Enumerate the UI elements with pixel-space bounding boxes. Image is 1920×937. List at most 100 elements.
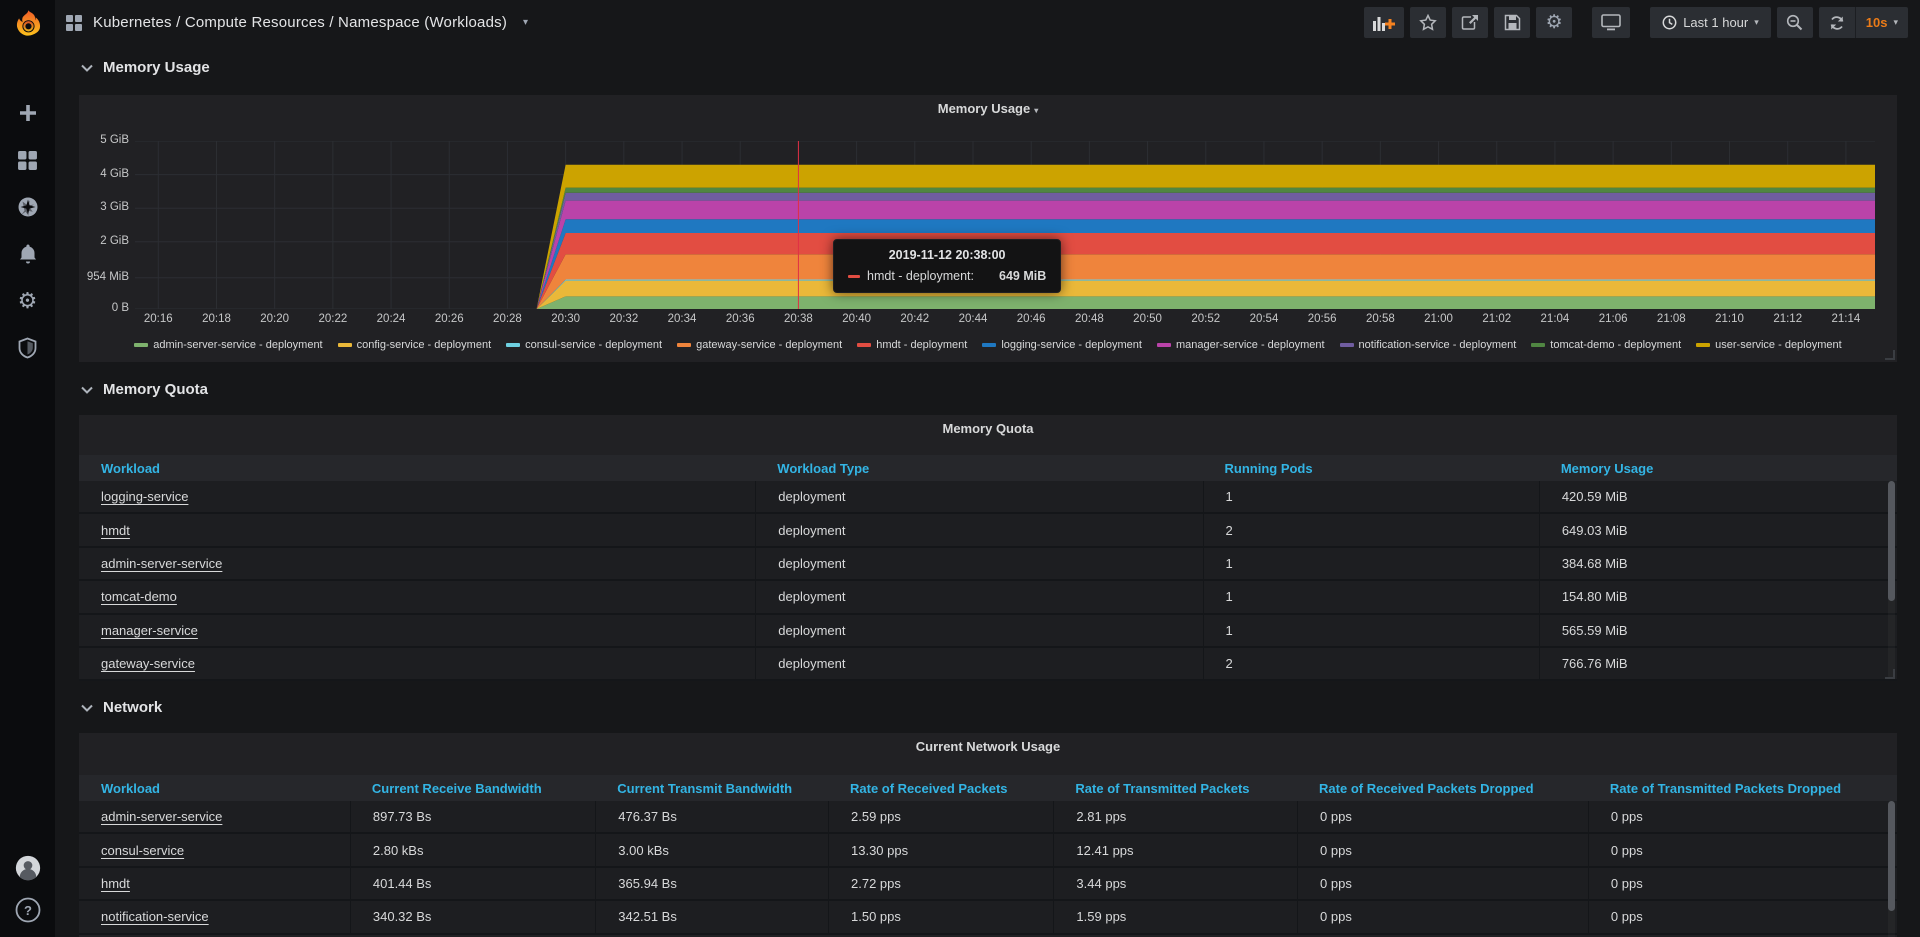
legend-item[interactable]: logging-service - deployment — [982, 339, 1142, 351]
x-tick-label: 21:06 — [1598, 313, 1628, 325]
legend-color-dash — [982, 343, 997, 347]
dashboard-picker-button[interactable] — [65, 14, 83, 32]
area-series — [135, 254, 1875, 309]
grafana-logo[interactable] — [0, 0, 55, 45]
table-scrollbar[interactable] — [1888, 801, 1895, 937]
column-header[interactable]: Current Receive Bandwidth — [371, 780, 542, 796]
table-row: manager-service deployment 1 565.59 MiB — [79, 614, 1897, 648]
sidebar-item-create[interactable] — [15, 100, 41, 126]
refresh-dashboard-button[interactable] — [1818, 7, 1855, 38]
sidebar-item-configuration[interactable]: ⚙ — [15, 288, 41, 314]
help-button[interactable]: ? — [15, 897, 41, 923]
dashboards-grid-icon — [18, 150, 37, 170]
alerting-bell-icon — [19, 244, 36, 264]
network-table-header: Workload Current Receive Bandwidth Current… — [79, 775, 1897, 801]
legend-item[interactable]: user-service - deployment — [1696, 339, 1842, 351]
table-cell: 476.37 Bs — [595, 801, 828, 833]
section-title-memory-quota: Memory Quota — [103, 381, 209, 398]
panel-resize-handle[interactable] — [1885, 669, 1895, 679]
column-header[interactable]: Workload — [101, 460, 160, 476]
column-header[interactable]: Rate of Received Packets — [850, 780, 1008, 796]
area-series — [135, 200, 1875, 309]
legend-item[interactable]: admin-server-service - deployment — [134, 339, 323, 351]
column-header[interactable]: Rate of Transmitted Packets Dropped — [1609, 780, 1842, 796]
sidebar-item-server-admin[interactable] — [15, 335, 41, 361]
table-cell: hmdt — [79, 514, 755, 545]
breadcrumb[interactable]: Kubernetes / Compute Resources / Namespa… — [93, 14, 508, 31]
legend-item[interactable]: gateway-service - deployment — [677, 339, 842, 351]
sidebar-item-explore[interactable] — [15, 194, 41, 220]
panel-title-network-usage[interactable]: Current Network Usage — [915, 739, 1061, 754]
legend-item[interactable]: consul-service - deployment — [506, 339, 662, 351]
legend-series-name: consul-service - deployment — [525, 339, 663, 351]
tooltip-series-row: hmdt - deployment: 649 MiB — [848, 269, 1046, 283]
x-tick-label: 21:04 — [1540, 313, 1570, 325]
workload-link[interactable]: gateway-service — [101, 656, 195, 672]
sidebar-item-dashboards[interactable] — [15, 147, 41, 173]
panel-title-memory-quota[interactable]: Memory Quota — [942, 421, 1034, 436]
x-tick-label: 20:18 — [202, 313, 231, 325]
legend-item[interactable]: hmdt - deployment — [857, 339, 967, 351]
table-scrollbar[interactable] — [1888, 481, 1895, 679]
column-header[interactable]: Workload — [101, 780, 160, 796]
legend-item[interactable]: notification-service - deployment — [1339, 339, 1516, 351]
legend-series-name: hmdt - deployment — [876, 339, 968, 351]
column-header[interactable]: Current Transmit Bandwidth — [617, 780, 793, 796]
save-dashboard-button[interactable] — [1494, 7, 1531, 38]
table-cell: 897.73 Bs — [349, 801, 595, 833]
table-cell: 12.41 pps — [1053, 834, 1297, 866]
column-header[interactable]: Running Pods — [1224, 460, 1313, 476]
legend-item[interactable]: tomcat-demo - deployment — [1531, 339, 1681, 351]
table-cell: 649.03 MiB — [1538, 514, 1897, 546]
time-range-picker[interactable]: Last 1 hour ▾ — [1650, 7, 1771, 38]
table-row: logging-service deployment 1 420.59 MiB — [79, 481, 1897, 515]
panel-menu-caret-icon: ▾ — [1034, 106, 1039, 115]
workload-link[interactable]: manager-service — [101, 622, 198, 638]
star-dashboard-button[interactable] — [1410, 7, 1447, 38]
area-series — [135, 296, 1875, 309]
panel-resize-handle[interactable] — [1885, 350, 1895, 360]
workload-link[interactable]: tomcat-demo — [101, 589, 177, 605]
chevron-down-icon[interactable]: ▾ — [523, 17, 529, 28]
zoom-out-time-button[interactable] — [1776, 7, 1813, 38]
dashboard-settings-button[interactable]: ⚙ — [1536, 7, 1573, 38]
x-tick-label: 20:34 — [667, 313, 697, 325]
cycle-view-mode-button[interactable] — [1592, 7, 1631, 38]
workload-link[interactable]: hmdt — [101, 875, 130, 891]
row-network[interactable]: Network — [81, 699, 162, 716]
column-header[interactable]: Memory Usage — [1560, 460, 1654, 476]
row-memory-usage[interactable]: Memory Usage — [81, 59, 210, 76]
workload-link[interactable]: admin-server-service — [101, 555, 223, 571]
dashboard-content: Memory Usage Memory Usage ▾ 5 GiB 4 GiB 3 G… — [55, 45, 1920, 937]
sidebar-item-alerting[interactable] — [15, 241, 41, 267]
refresh-interval-label: 10s — [1865, 15, 1888, 30]
memory-usage-panel: Memory Usage ▾ 5 GiB 4 GiB 3 GiB 2 GiB 954 Mi… — [79, 95, 1897, 362]
x-tick-label: 20:32 — [609, 313, 639, 325]
workload-link[interactable]: hmdt — [101, 522, 130, 538]
legend-item[interactable]: config-service - deployment — [337, 339, 491, 351]
scrollbar-thumb[interactable] — [1888, 801, 1895, 911]
memory-quota-table-body: logging-service deployment 1 420.59 MiB hmdt… — [79, 481, 1897, 681]
workload-link[interactable]: logging-service — [101, 489, 189, 505]
workload-link[interactable]: admin-server-service — [101, 809, 223, 825]
x-tick-label: 20:26 — [434, 313, 464, 325]
add-panel-button[interactable] — [1364, 7, 1405, 38]
table-cell: 0 pps — [1297, 801, 1588, 833]
workload-link[interactable]: consul-service — [101, 842, 185, 858]
user-profile-button[interactable] — [15, 855, 41, 881]
legend-item[interactable]: manager-service - deployment — [1156, 339, 1325, 351]
column-header[interactable]: Workload Type — [777, 460, 870, 476]
scrollbar-thumb[interactable] — [1888, 481, 1895, 601]
table-cell: manager-service — [79, 615, 755, 646]
chevron-down-icon — [81, 704, 93, 712]
row-memory-quota[interactable]: Memory Quota — [81, 381, 208, 398]
refresh-interval-picker[interactable]: 10s ▾ — [1854, 7, 1908, 38]
table-cell: 1 — [1202, 614, 1539, 646]
panel-title-memory-usage[interactable]: Memory Usage ▾ — [937, 101, 1039, 116]
column-header[interactable]: Rate of Received Packets Dropped — [1319, 780, 1534, 796]
table-cell: 1 — [1202, 481, 1539, 513]
share-dashboard-button[interactable] — [1452, 7, 1489, 38]
workload-link[interactable]: notification-service — [101, 909, 209, 925]
column-header[interactable]: Rate of Transmitted Packets — [1075, 780, 1250, 796]
table-cell: 1 — [1202, 547, 1539, 580]
